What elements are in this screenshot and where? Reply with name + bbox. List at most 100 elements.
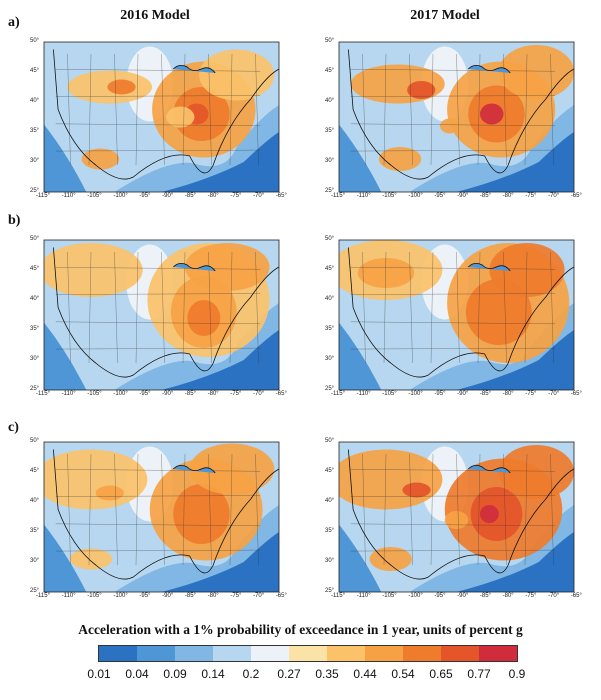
- latitude-label: 35°: [325, 528, 335, 534]
- latitude-label: 40°: [30, 296, 40, 302]
- colorbar-tick-label: 0.44: [353, 667, 377, 681]
- colorbar-tick-label: 0.9: [508, 667, 526, 681]
- longitude-label: -100°: [113, 593, 128, 599]
- map-panel-a-2017: 50° 45° 40° 35° 30° 25° -115° -110° -105° -100° -9…: [325, 38, 582, 199]
- colorbar-caption: Acceleration with a 1% probability of ex…: [78, 622, 523, 637]
- longitude-label: -75°: [525, 193, 537, 199]
- latitude-label: 35°: [30, 128, 40, 134]
- atlantic-ocean: [161, 330, 279, 390]
- longitude-label: -70°: [548, 593, 560, 599]
- great-lakes: [467, 65, 511, 74]
- longitude-label: -110°: [61, 391, 76, 397]
- longitude-label: -85°: [479, 593, 491, 599]
- longitude-label: -110°: [61, 193, 76, 199]
- latitude-label: 25°: [30, 386, 40, 392]
- longitude-label: -80°: [207, 391, 219, 397]
- longitude-labels: -115° -110° -105° -100° -95° -90° -85° -80° -75°…: [36, 391, 287, 397]
- longitude-label: -115°: [331, 391, 345, 397]
- latitude-label: 50°: [325, 438, 335, 444]
- longitude-label: -110°: [356, 193, 371, 199]
- colorbar: [98, 645, 518, 662]
- longitude-label: -65°: [570, 593, 582, 599]
- latitude-label: 35°: [325, 128, 335, 134]
- colorbar-segment: [289, 646, 327, 661]
- colorbar-tick-label: 0.27: [277, 667, 301, 681]
- map-frame: [338, 41, 575, 193]
- atlantic-ocean: [161, 532, 279, 592]
- latitude-label: 50°: [30, 236, 40, 242]
- longitude-labels: -115° -110° -105° -100° -95° -90° -85° -80° -75°…: [331, 593, 582, 599]
- map-panel-b-2017: 50° 45° 40° 35° 30° 25° -115° -110° -105° -100° -9…: [325, 236, 582, 397]
- colorbar-segment: [251, 646, 289, 661]
- latitude-label: 25°: [325, 188, 335, 194]
- longitude-label: -80°: [207, 193, 219, 199]
- longitude-label: -100°: [113, 391, 128, 397]
- map-panel-c-2017: 50° 45° 40° 35° 30° 25° -115° -110° -105° -100° -9…: [325, 438, 582, 599]
- hazard-contour: [480, 505, 499, 523]
- row-label-a: a): [8, 15, 20, 30]
- longitude-labels: -115° -110° -105° -100° -95° -90° -85° -80° -75°…: [36, 593, 287, 599]
- state-boundaries: [55, 251, 261, 364]
- longitude-label: -90°: [162, 593, 174, 599]
- colorbar-tick-label: 0.54: [391, 667, 415, 681]
- colorbar-segment: [175, 646, 213, 661]
- map-panel-c-2016: 50° 45° 40° 35° 30° 25° -115° -110° -105° -100° -9…: [30, 438, 287, 599]
- latitude-label: 45°: [30, 468, 40, 474]
- map-frame: [43, 239, 280, 391]
- longitude-label: -90°: [457, 391, 469, 397]
- longitude-label: -85°: [479, 193, 491, 199]
- latitude-label: 30°: [30, 158, 40, 164]
- great-lakes: [172, 65, 216, 74]
- coastline: [348, 247, 574, 378]
- longitude-label: -95°: [434, 193, 446, 199]
- hazard-contour: [357, 258, 415, 288]
- colorbar-tick-label: 0.14: [201, 667, 225, 681]
- latitude-label: 45°: [30, 266, 40, 272]
- great-lakes: [467, 263, 511, 272]
- pacific-ocean: [339, 322, 382, 390]
- longitude-label: -100°: [408, 193, 423, 199]
- hazard-contour: [444, 511, 469, 529]
- longitude-label: -65°: [570, 391, 582, 397]
- hazard-contour: [95, 485, 124, 501]
- longitude-label: -75°: [525, 593, 537, 599]
- latitude-label: 40°: [325, 296, 335, 302]
- longitude-label: -85°: [184, 193, 196, 199]
- atlantic-ocean: [161, 132, 279, 192]
- hazard-contour: [407, 81, 436, 99]
- great-lakes: [172, 263, 216, 272]
- longitude-label: -80°: [502, 593, 514, 599]
- latitude-label: 30°: [30, 558, 40, 564]
- state-boundaries: [350, 53, 556, 166]
- longitude-label: -115°: [331, 193, 345, 199]
- longitude-label: -75°: [525, 391, 537, 397]
- longitude-labels: -115° -110° -105° -100° -95° -90° -85° -80° -75°…: [331, 193, 582, 199]
- longitude-label: -80°: [502, 391, 514, 397]
- longitude-label: -110°: [356, 391, 371, 397]
- coastline: [348, 49, 574, 180]
- state-boundaries: [350, 453, 556, 566]
- hazard-contour: [107, 79, 136, 95]
- colorbar-tick-label: 0.35: [315, 667, 339, 681]
- colorbar-segment: [441, 646, 479, 661]
- longitude-label: -105°: [87, 391, 102, 397]
- longitude-label: -85°: [479, 391, 491, 397]
- colorbar-segment: [327, 646, 365, 661]
- hazard-contour: [187, 300, 221, 336]
- hazard-contour: [498, 445, 574, 499]
- longitude-label: -90°: [162, 391, 174, 397]
- latitude-label: 35°: [325, 326, 335, 332]
- longitude-label: -80°: [502, 193, 514, 199]
- longitude-label: -115°: [331, 593, 345, 599]
- hazard-contour: [69, 548, 113, 570]
- longitude-label: -70°: [548, 391, 560, 397]
- hazard-contour: [402, 482, 431, 498]
- latitude-label: 40°: [325, 98, 335, 104]
- coastline: [53, 49, 279, 180]
- latitude-label: 45°: [325, 68, 335, 74]
- row-label-c: c): [8, 420, 19, 435]
- pacific-ocean: [44, 322, 87, 390]
- latitude-label: 50°: [30, 38, 40, 44]
- pacific-ocean: [44, 524, 87, 592]
- title-2017-model: 2017 Model: [410, 8, 480, 23]
